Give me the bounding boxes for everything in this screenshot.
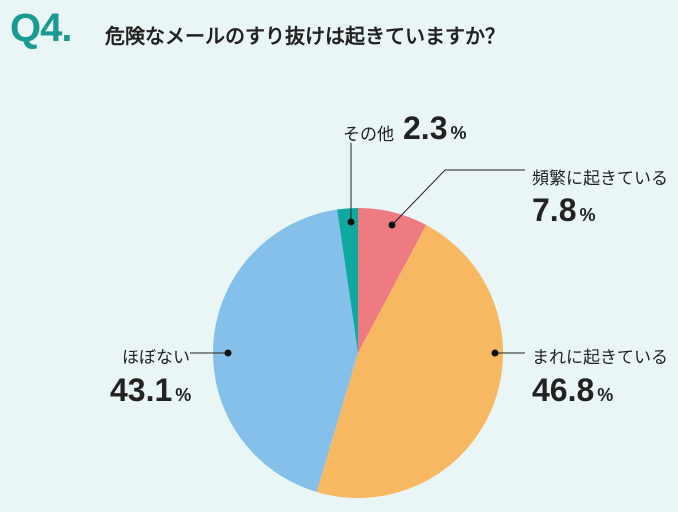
label-frequent: 頻繁に起きている	[532, 169, 668, 189]
value-frequent: 7.8%	[532, 192, 596, 228]
label-almost-none: ほぼない	[122, 348, 190, 368]
question-number: Q4.	[10, 6, 72, 50]
value-rarely: 46.8%	[532, 372, 614, 408]
label-other: その他	[343, 125, 394, 145]
pie-slice-frequent	[358, 208, 427, 353]
leader-dot-almost-none	[224, 349, 232, 357]
leader-dot-rarely	[491, 349, 499, 357]
pie-slice-almost-none	[212, 209, 358, 492]
label-rarely: まれに起きている	[532, 348, 668, 368]
leader-dot-other	[347, 218, 355, 226]
chart-title: 危険なメールのすり抜けは起きていますか？	[105, 24, 505, 48]
leader-dot-frequent	[388, 221, 396, 229]
pie-slice-other	[337, 208, 358, 353]
leader-line-frequent	[391, 169, 525, 226]
pie-slice-rarely	[316, 225, 503, 498]
value-other: 2.3%	[403, 110, 467, 146]
value-almost-none: 43.1%	[110, 372, 192, 408]
